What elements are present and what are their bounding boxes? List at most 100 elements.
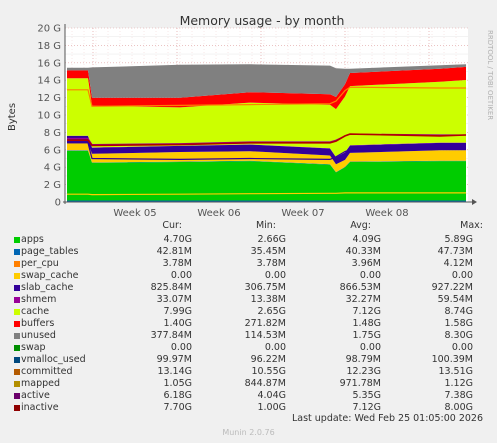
legend-swatch bbox=[14, 309, 20, 315]
legend-swatch bbox=[14, 321, 20, 327]
legend-swatch bbox=[14, 273, 20, 279]
x-axis-ticks: Week 05 Week 06 Week 07 Week 08 bbox=[113, 208, 408, 218]
y-tick-label: 2 G bbox=[44, 180, 61, 191]
legend-value-cur: 1.40G bbox=[163, 318, 192, 329]
legend-value-min: 114.53M bbox=[244, 330, 286, 341]
line-mapped bbox=[67, 192, 466, 196]
legend-value-max: 5.89G bbox=[444, 234, 473, 245]
legend-row-inactive: inactive 7.70G 1.00G 7.12G 8.00G bbox=[8, 402, 488, 414]
legend-label: unused bbox=[21, 330, 56, 341]
legend-value-avg: 866.53M bbox=[339, 282, 381, 293]
y-tick-label: 12 G bbox=[37, 93, 61, 104]
y-tick-label: 16 G bbox=[37, 58, 61, 69]
legend-value-avg: 3.96M bbox=[351, 258, 381, 269]
legend-value-cur: 42.81M bbox=[156, 246, 192, 257]
legend-value-avg: 0.00 bbox=[359, 342, 381, 353]
legend-label: committed bbox=[21, 366, 73, 377]
legend-value-cur: 7.70G bbox=[163, 402, 192, 413]
y-tick-label: 20 G bbox=[37, 24, 61, 35]
legend-label: mapped bbox=[21, 378, 61, 389]
legend-row-apps: apps 4.70G 2.66G 4.09G 5.89G bbox=[8, 234, 488, 246]
legend-row-committed: committed 13.14G 10.55G 12.23G 13.51G bbox=[8, 366, 488, 378]
legend-value-min: 3.78M bbox=[256, 258, 286, 269]
legend-value-avg: 32.27M bbox=[345, 294, 381, 305]
legend-swatch bbox=[14, 357, 20, 363]
legend-value-max: 0.00 bbox=[451, 270, 473, 281]
legend-value-cur: 99.97M bbox=[156, 354, 192, 365]
legend-value-avg: 1.75G bbox=[352, 330, 381, 341]
legend-label: vmalloc_used bbox=[21, 354, 86, 365]
legend-row-swap_cache: swap_cache 0.00 0.00 0.00 0.00 bbox=[8, 270, 488, 282]
legend-value-max: 59.54M bbox=[437, 294, 473, 305]
legend-label: per_cpu bbox=[21, 258, 59, 269]
legend-label: swap_cache bbox=[21, 270, 79, 281]
legend-value-avg: 5.35G bbox=[352, 390, 381, 401]
legend-value-min: 271.82M bbox=[244, 318, 286, 329]
legend-label: apps bbox=[21, 234, 44, 245]
y-axis-label: Bytes bbox=[7, 103, 18, 131]
header-min: Min: bbox=[255, 220, 276, 231]
area-shmem bbox=[67, 135, 466, 158]
legend-value-min: 96.22M bbox=[250, 354, 286, 365]
legend-swatch bbox=[14, 345, 20, 351]
legend-row-buffers: buffers 1.40G 271.82M 1.48G 1.58G bbox=[8, 318, 488, 330]
area-page_tables bbox=[67, 150, 466, 173]
y-tick-label: 14 G bbox=[37, 76, 61, 87]
x-tick-label: Week 08 bbox=[365, 208, 408, 218]
y-tick-label: 4 G bbox=[44, 163, 61, 174]
legend-value-max: 47.73M bbox=[437, 246, 473, 257]
legend-value-min: 10.55G bbox=[251, 366, 286, 377]
legend-swatch bbox=[14, 261, 20, 267]
legend-value-min: 4.04G bbox=[257, 390, 286, 401]
legend-value-max: 4.12M bbox=[443, 258, 473, 269]
legend-value-min: 306.75M bbox=[244, 282, 286, 293]
y-axis-ticks: 0 2 G 4 G 6 G 8 G 10 G 12 G 14 G 16 G 18 G 20 G bbox=[37, 24, 61, 209]
legend-label: cache bbox=[21, 306, 50, 317]
header-cur: Cur: bbox=[162, 220, 182, 231]
legend-value-cur: 825.84M bbox=[150, 282, 192, 293]
legend-label: inactive bbox=[21, 402, 59, 413]
legend-value-cur: 33.07M bbox=[156, 294, 192, 305]
legend-value-cur: 0.00 bbox=[170, 342, 192, 353]
legend-value-cur: 6.18G bbox=[163, 390, 192, 401]
legend-row-unused: unused 377.84M 114.53M 1.75G 8.30G bbox=[8, 330, 488, 342]
legend-value-min: 0.00 bbox=[264, 270, 286, 281]
legend-value-avg: 98.79M bbox=[345, 354, 381, 365]
legend-value-max: 100.39M bbox=[431, 354, 473, 365]
legend-value-avg: 7.12G bbox=[352, 306, 381, 317]
legend-value-min: 13.38M bbox=[250, 294, 286, 305]
munin-version: Munin 2.0.76 bbox=[222, 428, 275, 437]
legend-value-min: 35.45M bbox=[250, 246, 286, 257]
legend-value-cur: 7.99G bbox=[163, 306, 192, 317]
legend-value-max: 927.22M bbox=[431, 282, 473, 293]
legend-swatch bbox=[14, 381, 20, 387]
legend-value-max: 7.38G bbox=[444, 390, 473, 401]
legend-swatch bbox=[14, 237, 20, 243]
legend-value-min: 1.00G bbox=[257, 402, 286, 413]
legend-value-avg: 40.33M bbox=[345, 246, 381, 257]
legend-row-vmalloc_used: vmalloc_used 99.97M 96.22M 98.79M 100.39M bbox=[8, 354, 488, 366]
y-tick-label: 6 G bbox=[44, 145, 61, 156]
legend-value-min: 2.65G bbox=[257, 306, 286, 317]
x-tick-label: Week 05 bbox=[113, 208, 156, 218]
area-swap_cache bbox=[67, 143, 466, 172]
legend-swatch bbox=[14, 393, 20, 399]
legend-value-max: 8.74G bbox=[444, 306, 473, 317]
area-unused bbox=[67, 64, 466, 98]
legend-value-min: 844.87M bbox=[244, 378, 286, 389]
legend-value-avg: 971.78M bbox=[339, 378, 381, 389]
legend-row-mapped: mapped 1.05G 844.87M 971.78M 1.12G bbox=[8, 378, 488, 390]
y-tick-label: 8 G bbox=[44, 128, 61, 139]
line-inactive-red bbox=[67, 133, 467, 147]
memory-usage-chart: 0 2 G 4 G 6 G 8 G 10 G 12 G 14 G 16 G 18 G 20 G We… bbox=[7, 13, 494, 218]
legend-value-avg: 7.12G bbox=[352, 402, 381, 413]
legend-label: buffers bbox=[21, 318, 55, 329]
legend-value-max: 8.30G bbox=[444, 330, 473, 341]
area-slab_cache bbox=[67, 135, 466, 165]
legend-value-avg: 0.00 bbox=[359, 270, 381, 281]
legend-row-per_cpu: per_cpu 3.78M 3.78M 3.96M 4.12M bbox=[8, 258, 488, 270]
area-cache bbox=[67, 78, 466, 157]
x-axis-arrow bbox=[472, 199, 477, 205]
legend-value-min: 0.00 bbox=[264, 342, 286, 353]
legend-value-max: 1.12G bbox=[444, 378, 473, 389]
